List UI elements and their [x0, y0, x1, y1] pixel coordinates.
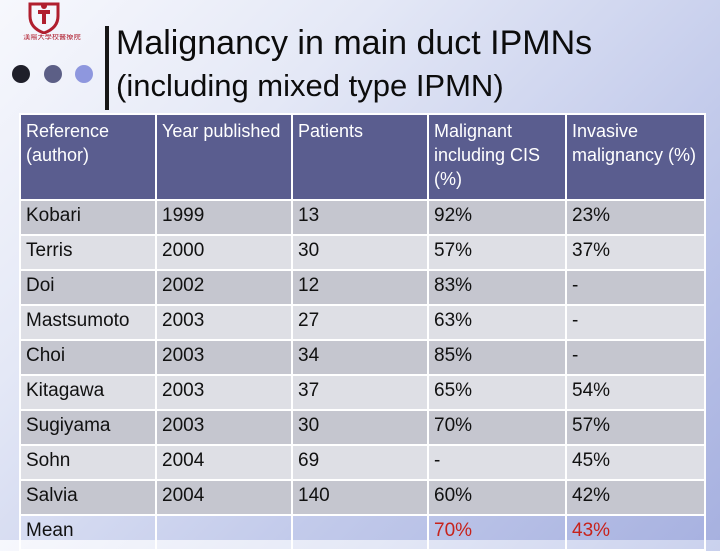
- medium-dot-icon: [44, 65, 62, 83]
- table-row: Sugiyama 2003 30 70% 57%: [19, 409, 706, 446]
- cell-malignant: 57%: [427, 234, 567, 271]
- cell-year: 2002: [155, 269, 293, 306]
- cell-patients: 69: [291, 444, 429, 481]
- table-row: Mastsumoto 2003 27 63% -: [19, 304, 706, 341]
- cell-malignant: 63%: [427, 304, 567, 341]
- cell-year: 2003: [155, 339, 293, 376]
- column-header-invasive: Invasive malignancy (%): [565, 113, 706, 201]
- mean-row: Mean 70% 43%: [19, 514, 706, 551]
- cell-year: 2000: [155, 234, 293, 271]
- cell-year: 2004: [155, 479, 293, 516]
- cell-malignant: 83%: [427, 269, 567, 306]
- cell-year: 1999: [155, 199, 293, 236]
- cell-patients: 13: [291, 199, 429, 236]
- column-header-reference: Reference (author): [19, 113, 157, 201]
- column-header-malignant: Malignant including CIS (%): [427, 113, 567, 201]
- ipmn-malignancy-table: Reference (author) Year published Patien…: [19, 113, 706, 551]
- table-row: Kobari 1999 13 92% 23%: [19, 199, 706, 236]
- cell-year: 2003: [155, 374, 293, 411]
- mean-malignant-value: 70%: [427, 514, 567, 551]
- cell-malignant: 85%: [427, 339, 567, 376]
- cell-author: Sohn: [19, 444, 157, 481]
- table-header-row: Reference (author) Year published Patien…: [19, 113, 706, 201]
- cell-patients: 34: [291, 339, 429, 376]
- cell-year: 2003: [155, 409, 293, 446]
- light-dot-icon: [75, 65, 93, 83]
- cell-year: 2003: [155, 304, 293, 341]
- cell-patients: 27: [291, 304, 429, 341]
- slide-title: Malignancy in main duct IPMNs: [116, 24, 593, 62]
- logo-text: 漢陽大學校醫療院: [23, 34, 81, 41]
- hospital-emblem-icon: [28, 2, 60, 34]
- cell-malignant: 65%: [427, 374, 567, 411]
- table-row: Terris 2000 30 57% 37%: [19, 234, 706, 271]
- column-header-patients: Patients: [291, 113, 429, 201]
- cell-author: Sugiyama: [19, 409, 157, 446]
- table-row: Kitagawa 2003 37 65% 54%: [19, 374, 706, 411]
- slide-subtitle: (including mixed type IPMN): [116, 68, 504, 103]
- cell-malignant: 60%: [427, 479, 567, 516]
- table-row: Doi 2002 12 83% -: [19, 269, 706, 306]
- cell-invasive: -: [565, 339, 706, 376]
- column-header-year: Year published: [155, 113, 293, 201]
- cell-malignant: 92%: [427, 199, 567, 236]
- cell-author: Terris: [19, 234, 157, 271]
- cell-invasive: 57%: [565, 409, 706, 446]
- cell-author: Mastsumoto: [19, 304, 157, 341]
- mean-patients-empty: [291, 514, 429, 551]
- cell-invasive: 54%: [565, 374, 706, 411]
- cell-author: Salvia: [19, 479, 157, 516]
- cell-invasive: -: [565, 269, 706, 306]
- cell-patients: 30: [291, 234, 429, 271]
- cell-author: Kitagawa: [19, 374, 157, 411]
- table-row: Choi 2003 34 85% -: [19, 339, 706, 376]
- cell-author: Choi: [19, 339, 157, 376]
- cell-patients: 140: [291, 479, 429, 516]
- cell-author: Doi: [19, 269, 157, 306]
- cell-invasive: 23%: [565, 199, 706, 236]
- cell-invasive: 37%: [565, 234, 706, 271]
- cell-year: 2004: [155, 444, 293, 481]
- dark-dot-icon: [12, 65, 30, 83]
- cell-patients: 30: [291, 409, 429, 446]
- cell-invasive: 42%: [565, 479, 706, 516]
- title-divider: [105, 26, 109, 110]
- cell-malignant: -: [427, 444, 567, 481]
- cell-author: Kobari: [19, 199, 157, 236]
- cell-patients: 37: [291, 374, 429, 411]
- mean-year-empty: [155, 514, 293, 551]
- hospital-logo: 漢陽大學校醫療院: [0, 0, 104, 58]
- mean-label: Mean: [19, 514, 157, 551]
- cell-invasive: 45%: [565, 444, 706, 481]
- cell-malignant: 70%: [427, 409, 567, 446]
- cell-invasive: -: [565, 304, 706, 341]
- table-row: Salvia 2004 140 60% 42%: [19, 479, 706, 516]
- cell-patients: 12: [291, 269, 429, 306]
- table-row: Sohn 2004 69 - 45%: [19, 444, 706, 481]
- mean-invasive-value: 43%: [565, 514, 706, 551]
